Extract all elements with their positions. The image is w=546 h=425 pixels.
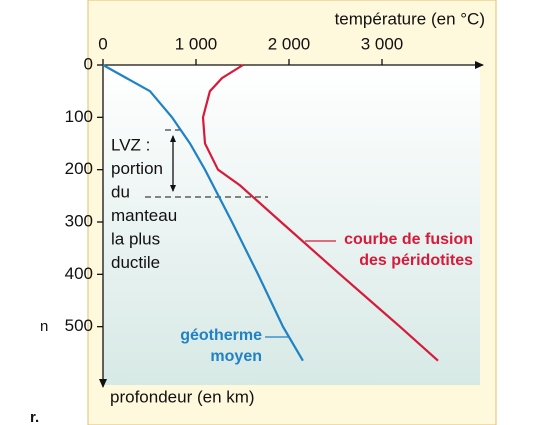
plot-background <box>103 65 480 385</box>
x-axis-label: température (en °C) <box>335 9 485 28</box>
y-tick-label: 300 <box>65 211 93 230</box>
annotation: portion <box>111 159 163 178</box>
y-tick-label: 500 <box>65 316 93 335</box>
y-tick-label: 100 <box>65 107 93 126</box>
x-tick-label: 1 000 <box>175 34 218 53</box>
cropped-text: r. <box>30 409 39 425</box>
series-label: moyen <box>210 348 262 365</box>
series-label: des péridotites <box>359 252 473 269</box>
series-line <box>102 64 304 362</box>
x-tick-label: 2 000 <box>268 34 311 53</box>
y-axis-label: profondeur (en km) <box>110 387 255 406</box>
annotation: manteau <box>111 206 177 225</box>
y-tick-label: 0 <box>84 54 93 73</box>
annotation: la plus <box>111 229 160 248</box>
series-label: courbe de fusion <box>344 231 473 248</box>
y-tick-label: 400 <box>65 264 93 283</box>
annotation: ductile <box>111 253 160 272</box>
cropped-text: n <box>40 318 48 335</box>
series-label: géotherme <box>180 327 262 344</box>
series-line <box>201 64 439 362</box>
annotation: LVZ : <box>111 135 150 154</box>
x-tick-label: 0 <box>98 34 107 53</box>
y-tick-label: 200 <box>65 159 93 178</box>
x-tick-label: 3 000 <box>361 34 404 53</box>
annotation: du <box>111 182 130 201</box>
